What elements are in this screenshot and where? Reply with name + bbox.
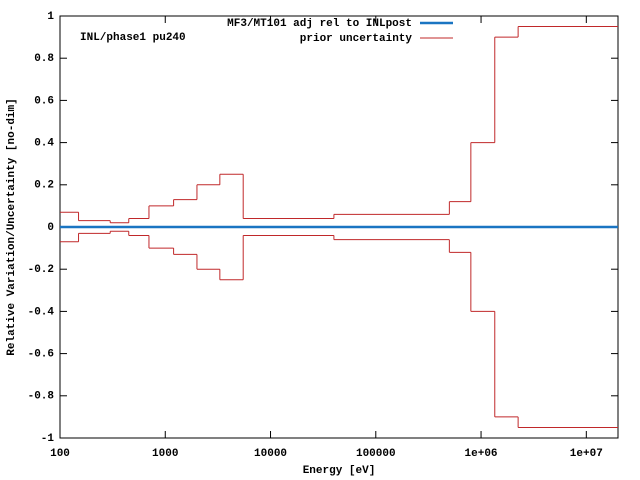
y-tick-label: 0 xyxy=(47,222,54,234)
y-tick-label: -0.8 xyxy=(28,391,55,403)
x-tick-label: 1000 xyxy=(152,448,178,460)
y-tick-label: 0.2 xyxy=(34,180,54,192)
legend-label: MF3/MT101 adj rel to INLpost xyxy=(227,18,412,30)
y-tick-label: -1 xyxy=(41,433,55,445)
x-axis-label: Energy [eV] xyxy=(303,465,376,477)
y-axis-label: Relative Variation/Uncertainty [no-dim] xyxy=(6,98,18,355)
y-tick-label: 0.4 xyxy=(34,138,54,150)
annotation: INL/phase1 pu240 xyxy=(80,32,186,44)
y-tick-label: -0.2 xyxy=(28,264,54,276)
x-tick-label: 1e+07 xyxy=(570,448,603,460)
x-tick-label: 10000 xyxy=(254,448,287,460)
x-tick-label: 100000 xyxy=(356,448,396,460)
x-tick-label: 100 xyxy=(50,448,70,460)
y-tick-label: 0.8 xyxy=(34,53,54,65)
y-tick-label: 0.6 xyxy=(34,95,54,107)
y-tick-label: -0.6 xyxy=(28,349,54,361)
x-tick-label: 1e+06 xyxy=(465,448,498,460)
y-tick-label: 1 xyxy=(47,11,54,23)
legend-label: prior uncertainty xyxy=(300,33,413,45)
y-tick-label: -0.4 xyxy=(28,306,55,318)
